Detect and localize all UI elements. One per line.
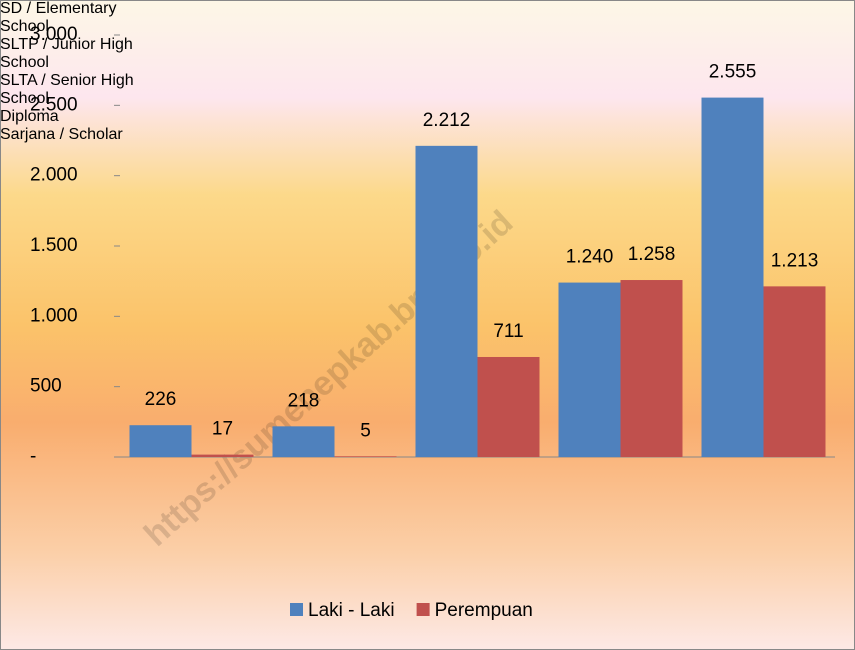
bar [477, 356, 540, 457]
y-tick-label: 3.000 [30, 24, 78, 45]
data-label: 1.213 [771, 250, 819, 271]
data-label: 5 [360, 420, 371, 441]
bar [191, 454, 254, 457]
x-tick-label: Sarjana / Scholar [0, 126, 123, 143]
legend-label: Laki - Laki [308, 600, 395, 621]
y-tick-label: 500 [30, 376, 62, 397]
y-tick-label: 2.500 [30, 94, 78, 115]
bar [272, 426, 335, 457]
data-label: 2.212 [423, 110, 471, 131]
bar [558, 282, 621, 457]
y-tick-label: 2.000 [30, 165, 78, 186]
bar [763, 286, 826, 457]
y-tick-label: 1.500 [30, 235, 78, 256]
x-tick-label: Diploma [0, 108, 59, 125]
data-label: 218 [288, 390, 320, 411]
data-label: 226 [145, 389, 177, 410]
legend-label: Perempuan [435, 600, 533, 621]
legend-swatch [416, 603, 430, 616]
bar [701, 97, 764, 457]
data-label: 2.555 [709, 62, 757, 83]
bar [334, 456, 397, 457]
bar [129, 425, 192, 457]
data-label: 711 [493, 321, 523, 342]
data-label: 17 [212, 419, 233, 440]
y-tick-label: 1.000 [30, 305, 78, 326]
data-label: 1.258 [628, 244, 676, 265]
legend-swatch [290, 603, 303, 616]
data-label: 1.240 [566, 247, 614, 268]
y-tick-label: - [30, 446, 36, 467]
x-tick-label: SLTP / Junior High School [0, 36, 133, 71]
x-tick-label: SLTA / Senior High School [0, 72, 134, 107]
bar [415, 145, 478, 457]
x-tick-label: SD / Elementary School [0, 0, 117, 35]
bar [620, 280, 683, 457]
